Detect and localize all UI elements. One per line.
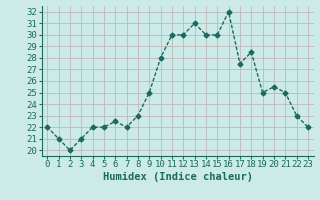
X-axis label: Humidex (Indice chaleur): Humidex (Indice chaleur) [103,172,252,182]
